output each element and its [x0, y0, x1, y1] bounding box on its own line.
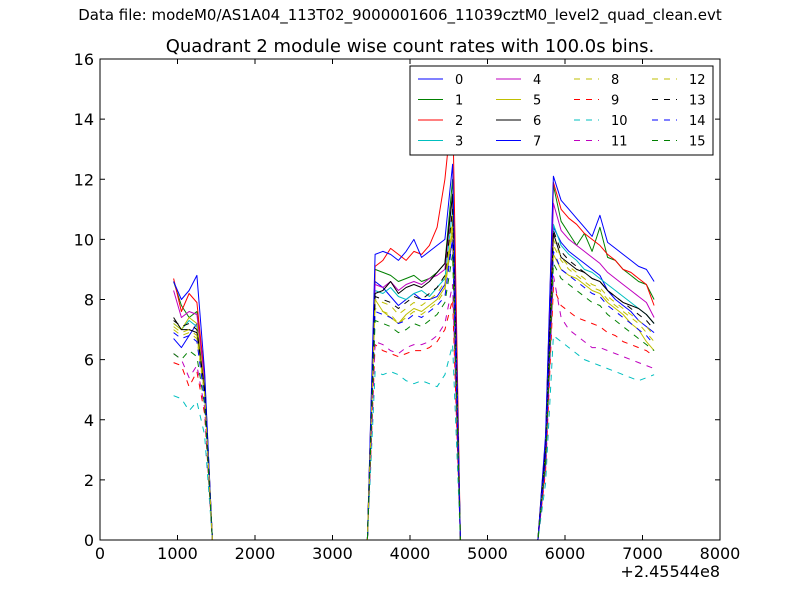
x-tick-label: 2000	[235, 544, 276, 563]
series-line-13	[173, 208, 655, 541]
series-line-8	[173, 229, 655, 541]
y-tick-label: 10	[74, 230, 94, 249]
series-line-2	[173, 103, 655, 541]
series-layer	[173, 103, 655, 541]
series-line-7	[173, 163, 655, 541]
series-line-1	[173, 178, 655, 541]
series-line-11	[173, 274, 655, 541]
legend-box	[409, 65, 714, 156]
y-tick-label: 0	[84, 531, 94, 550]
chart-title: Quadrant 2 module wise count rates with …	[165, 36, 655, 57]
legend-label-6: 6	[533, 114, 541, 129]
x-tick-label: 6000	[545, 544, 586, 563]
series-line-10	[173, 335, 655, 541]
series-line-15	[173, 253, 655, 541]
y-tick-label: 2	[84, 471, 94, 490]
legend-label-5: 5	[533, 94, 541, 109]
legend-label-15: 15	[689, 135, 706, 150]
legend-label-0: 0	[455, 73, 463, 88]
x-tick-label: 0	[95, 544, 105, 563]
y-tick-label: 4	[84, 411, 94, 430]
legend-label-7: 7	[533, 135, 541, 150]
legend-label-2: 2	[455, 114, 463, 129]
series-line-9	[173, 287, 655, 541]
legend-label-12: 12	[689, 73, 706, 88]
x-tick-label: 5000	[467, 544, 508, 563]
series-line-12	[173, 214, 655, 541]
series-line-4	[173, 193, 655, 541]
legend-label-1: 1	[455, 94, 463, 109]
legend-label-14: 14	[689, 114, 706, 129]
y-tick-label: 14	[74, 110, 94, 129]
y-tick-label: 8	[84, 291, 94, 310]
x-tick-label: 8000	[700, 544, 741, 563]
y-tick-label: 16	[74, 50, 94, 69]
x-tick-label: 3000	[312, 544, 353, 563]
x-tick-label: 7000	[622, 544, 663, 563]
legend-label-3: 3	[455, 135, 463, 150]
legend-label-8: 8	[611, 73, 619, 88]
y-tick-label: 6	[84, 351, 94, 370]
legend-label-4: 4	[533, 73, 541, 88]
legend-label-9: 9	[611, 94, 619, 109]
figure-suptitle: Data file: modeM0/AS1A04_113T02_90000016…	[78, 6, 722, 24]
legend-label-13: 13	[689, 94, 706, 109]
legend-label-10: 10	[611, 114, 628, 129]
x-tick-label: 4000	[390, 544, 431, 563]
x-tick-label: 1000	[157, 544, 198, 563]
axes-layer: 0 1000 2000 3000 4000 5000 6000 7000 80000246810…	[74, 50, 741, 563]
y-tick-label: 12	[74, 170, 94, 189]
series-line-3	[173, 208, 655, 541]
x-offset-label: +2.45544e8	[620, 562, 720, 581]
legend-label-11: 11	[611, 135, 628, 150]
series-line-6	[173, 193, 655, 541]
